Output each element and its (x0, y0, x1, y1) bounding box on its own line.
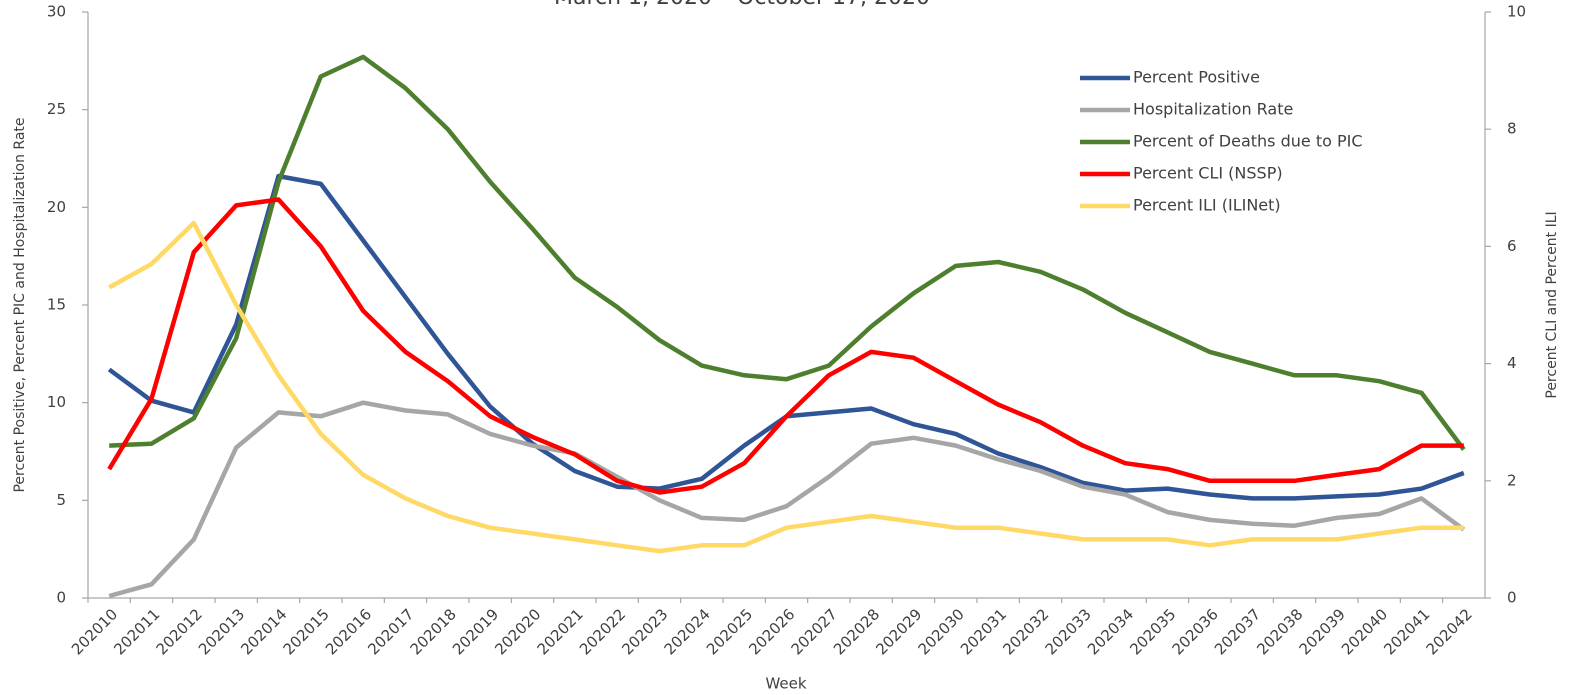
x-tick-label: 202020 (491, 605, 544, 658)
x-tick-label: 202029 (872, 605, 925, 658)
x-tick-label: 202010 (68, 605, 121, 658)
x-tick-label: 202015 (280, 605, 333, 658)
x-tick-label: 202023 (618, 605, 671, 658)
x-tick-label: 202031 (957, 605, 1010, 658)
x-tick-label: 202040 (1338, 605, 1391, 658)
x-tick-label: 202042 (1423, 605, 1476, 658)
x-tick-label: 202014 (237, 605, 290, 658)
chart-subtitle: March 1, 2020 – October 17, 2020 (554, 0, 930, 10)
y-tick-label: 20 (47, 198, 66, 216)
legend-label: Percent ILI (ILINet) (1133, 196, 1281, 215)
y2-tick-label: 10 (1507, 3, 1526, 21)
x-tick-label: 202036 (1169, 605, 1222, 658)
y2-tick-label: 6 (1507, 237, 1517, 255)
x-tick-label: 202025 (703, 605, 756, 658)
y2-axis-label: Percent CLI and Percent ILI (1544, 211, 1560, 398)
y-axis-label: Percent Positive, Percent PIC and Hospit… (12, 117, 28, 492)
x-tick-label: 202019 (449, 605, 502, 658)
y-tick-label: 30 (47, 3, 66, 21)
series-line (109, 54, 1466, 451)
x-tick-label: 202041 (1380, 605, 1433, 658)
x-tick-label: 202024 (661, 605, 714, 658)
legend-label: Percent Positive (1133, 68, 1260, 87)
y-tick-label: 25 (47, 100, 66, 118)
legend-label: Hospitalization Rate (1133, 100, 1293, 119)
series-line (107, 197, 1464, 495)
x-tick-label: 202011 (110, 605, 163, 658)
y2-tick-label: 8 (1507, 120, 1517, 138)
x-tick-label: 202033 (1042, 605, 1095, 658)
x-tick-label: 202032 (999, 605, 1052, 658)
x-tick-label: 202012 (153, 605, 206, 658)
x-tick-label: 202022 (576, 605, 629, 658)
legend-label: Percent of Deaths due to PIC (1133, 132, 1363, 151)
x-tick-label: 202016 (322, 605, 375, 658)
x-tick-label: 202039 (1296, 605, 1349, 658)
x-tick-label: 202035 (1126, 605, 1179, 658)
x-tick-label: 202034 (1084, 605, 1137, 658)
series-line (108, 400, 1466, 599)
x-tick-label: 202030 (915, 605, 968, 658)
series-line (107, 173, 1465, 501)
x-tick-label: 202028 (830, 605, 883, 658)
x-tick-label: 202017 (364, 605, 417, 658)
x-tick-label: 202013 (195, 605, 248, 658)
y-tick-label: 15 (47, 296, 66, 314)
x-tick-label: 202027 (788, 605, 841, 658)
y2-tick-label: 0 (1507, 589, 1517, 607)
x-tick-label: 202021 (534, 605, 587, 658)
x-tick-label: 202026 (745, 605, 798, 658)
x-tick-label: 202037 (1211, 605, 1264, 658)
x-tick-label: 202018 (407, 605, 460, 658)
y-tick-label: 10 (47, 393, 66, 411)
x-axis-label: Week (765, 675, 806, 693)
y-tick-label: 5 (56, 491, 66, 509)
y2-tick-label: 2 (1507, 471, 1517, 489)
legend-label: Percent CLI (NSSP) (1133, 164, 1283, 183)
series-line (108, 220, 1464, 554)
y2-tick-label: 4 (1507, 354, 1517, 372)
x-tick-label: 202038 (1253, 605, 1306, 658)
y-tick-label: 0 (56, 589, 66, 607)
